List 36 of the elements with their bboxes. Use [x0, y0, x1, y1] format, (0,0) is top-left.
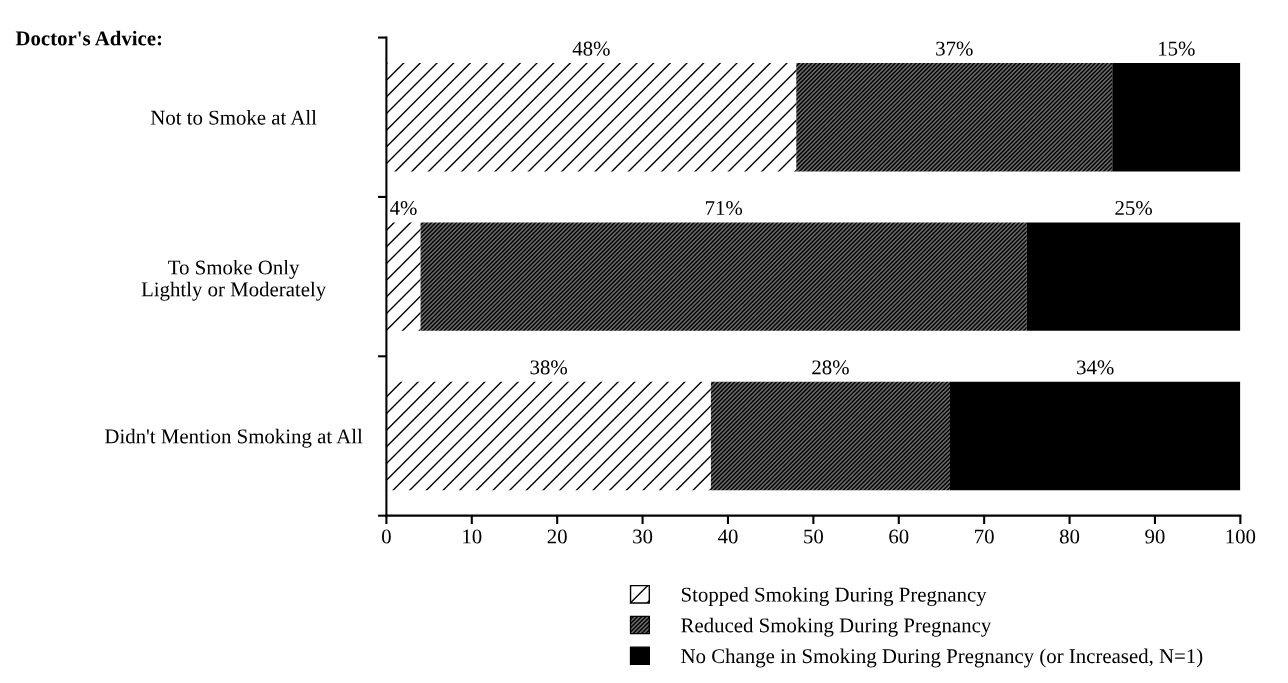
- data-label: 15%: [1159, 41, 1195, 56]
- data-label: 71%: [705, 200, 743, 216]
- bar: [1112, 63, 1241, 172]
- y-tick-label: Not to Smoke at All: [150, 110, 317, 125]
- x-tick-label: 30: [633, 529, 653, 544]
- data-label: 25%: [1115, 200, 1152, 216]
- x-tick-label: 100: [1226, 529, 1256, 544]
- x-tick-label: 0: [381, 529, 391, 544]
- y-tick-label: Didn't Mention Smoking at All: [105, 428, 363, 448]
- legend-label: No Change in Smoking During Pregnancy (or Increased, N=1): [681, 648, 1203, 668]
- x-tick-label: 50: [804, 529, 823, 544]
- bar: [796, 63, 1113, 172]
- text: Doctor's Advice:: [15, 30, 162, 46]
- legend-label: Reduced Smoking During Pregnancy: [681, 617, 992, 637]
- bar: [386, 381, 711, 491]
- data-label: 34%: [1077, 360, 1114, 375]
- data-label: 38%: [530, 360, 568, 375]
- x-tick-label: 60: [889, 529, 909, 544]
- data-label: 48%: [572, 41, 610, 56]
- bar: [420, 222, 1027, 331]
- data-label: 28%: [812, 360, 849, 375]
- legend-label: Stopped Smoking During Pregnancy: [681, 587, 987, 606]
- x-tick-label: 10: [463, 529, 482, 544]
- bar: [386, 222, 421, 331]
- data-label: 37%: [936, 41, 973, 56]
- x-tick-label: 20: [547, 529, 567, 544]
- data-label: 4%: [390, 200, 417, 216]
- bar: [386, 63, 797, 172]
- y-tick-label: To Smoke Only Lightly or Moderately: [141, 259, 327, 301]
- x-tick-label: 70: [975, 529, 994, 544]
- x-tick-label: 90: [1145, 529, 1165, 544]
- x-tick-label: 80: [1059, 529, 1080, 544]
- bar: [1026, 222, 1241, 331]
- bar: [710, 381, 950, 491]
- x-tick-label: 40: [717, 529, 738, 544]
- bar: [950, 381, 1241, 491]
